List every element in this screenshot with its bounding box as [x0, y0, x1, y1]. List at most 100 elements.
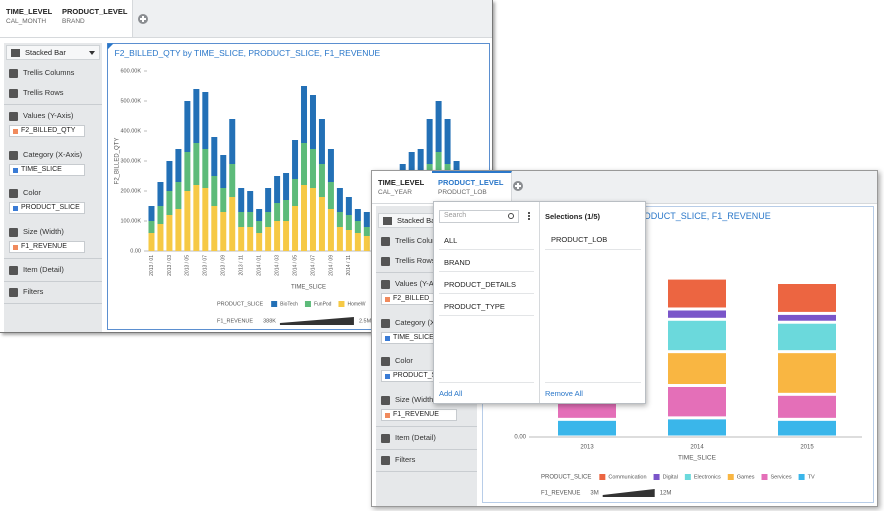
panel-row[interactable]: Trellis Columns: [395, 236, 447, 245]
chart-type: Stacked Bar: [397, 216, 438, 225]
column-divider: [539, 202, 540, 403]
add-all-link[interactable]: Add All: [439, 389, 463, 398]
icon: [381, 237, 390, 246]
add-tab-button[interactable]: [138, 14, 148, 24]
selected-level[interactable]: PRODUCT_LOB: [551, 235, 608, 244]
bar-segment: [274, 203, 281, 221]
panel-row[interactable]: Trellis Rows: [395, 256, 436, 265]
section-label[interactable]: Category (X-Axis): [395, 318, 455, 327]
dropdown-arrow: [89, 51, 95, 55]
separator: [439, 293, 534, 294]
size-legend-title: F1_REVENUE: [541, 491, 580, 497]
bar-segment: [256, 209, 263, 221]
bar-segment: [175, 182, 182, 209]
icon: [9, 266, 18, 275]
icon: [13, 129, 18, 134]
section-label[interactable]: Size (Width): [23, 227, 64, 236]
corner-marker: [107, 43, 114, 50]
bar-segment: [166, 191, 173, 215]
menu-dot: [528, 218, 530, 220]
bar-segment: [220, 155, 227, 188]
icon: [11, 49, 20, 57]
bar-segment: [265, 227, 272, 251]
icon: [385, 413, 390, 418]
field-chip[interactable]: F2_BILLED_QTY: [9, 125, 85, 137]
bar-segment: [256, 233, 263, 251]
bar-segment: [283, 173, 290, 200]
bar-segment: [354, 209, 361, 221]
x-tick-label: 2014: [690, 445, 704, 451]
bar-segment: [211, 176, 218, 206]
panel-row[interactable]: Filters: [395, 455, 416, 464]
section-label[interactable]: Values (Y-Axis): [23, 111, 74, 120]
level-option[interactable]: BRAND: [444, 258, 471, 267]
icon: [142, 16, 144, 22]
legend-swatch: [684, 474, 691, 480]
x-tick-label: 2014 / 09: [328, 255, 334, 276]
separator: [545, 382, 641, 383]
legend-swatch: [599, 474, 606, 480]
tab-subtitle: CAL_YEAR: [378, 189, 412, 196]
bar-segment: [148, 206, 155, 221]
field-name: TIME_SLICE: [393, 334, 434, 341]
panel-row[interactable]: Item (Detail): [395, 433, 436, 442]
bar-segment: [668, 419, 726, 436]
icon: [385, 374, 390, 379]
bar-segment: [256, 221, 263, 233]
icon: [385, 336, 390, 341]
section-label[interactable]: Color: [23, 188, 41, 197]
bar-segment: [238, 212, 245, 227]
field-chip[interactable]: PRODUCT_SLICE: [9, 202, 85, 214]
bar-segment: [668, 353, 726, 384]
tab[interactable]: PRODUCT_LEVEL BRAND: [56, 0, 133, 37]
tab-title: PRODUCT_LEVEL: [62, 7, 128, 16]
bar-segment: [175, 209, 182, 251]
icon: [385, 297, 390, 302]
bar-segment: [354, 221, 361, 233]
separator: [4, 258, 102, 259]
add-tab-button[interactable]: [513, 181, 523, 191]
legend-label: Communication: [608, 474, 646, 480]
search-box[interactable]: Search: [439, 210, 519, 223]
size-legend-title: F1_REVENUE: [217, 318, 253, 324]
bar-segment: [558, 420, 616, 436]
field-chip[interactable]: TIME_SLICE: [9, 164, 85, 176]
x-tick-label: 2014 / 03: [274, 255, 280, 276]
bar-segment: [247, 227, 254, 251]
level-option[interactable]: PRODUCT_TYPE: [444, 302, 505, 311]
bar-segment: [193, 89, 200, 143]
chart-type: Stacked Bar: [25, 48, 66, 57]
level-option[interactable]: ALL: [444, 236, 458, 245]
legend-swatch: [761, 474, 768, 480]
bar-segment: [327, 209, 334, 251]
icon: [381, 456, 390, 465]
bar-segment: [220, 188, 227, 212]
level-option[interactable]: PRODUCT_DETAILS: [444, 280, 516, 289]
tab[interactable]: PRODUCT_LEVEL PRODUCT_LOB: [432, 171, 512, 203]
field-chip[interactable]: F1_REVENUE: [381, 409, 457, 421]
chart-type-select[interactable]: Stacked Bar: [6, 45, 100, 60]
legend-label: FunPod: [314, 301, 332, 307]
bar-segment: [318, 119, 325, 164]
legend-label: BioTech: [280, 301, 298, 307]
section-label[interactable]: Color: [395, 356, 413, 365]
section-label[interactable]: Values (Y-Axis): [395, 279, 446, 288]
panel-row[interactable]: Filters: [23, 287, 44, 296]
panel-row[interactable]: Trellis Rows: [23, 88, 64, 97]
panel-row[interactable]: Trellis Columns: [23, 68, 75, 77]
bar-segment: [166, 161, 173, 191]
section-label[interactable]: Size (Width): [395, 395, 436, 404]
bar-segment: [309, 95, 316, 149]
legend-swatch: [653, 474, 660, 480]
panel-row[interactable]: Item (Detail): [23, 265, 64, 274]
icon: [9, 288, 18, 297]
bar-segment: [148, 233, 155, 251]
remove-all-link[interactable]: Remove All: [545, 389, 583, 398]
bar-segment: [318, 197, 325, 251]
tab[interactable]: TIME_LEVEL CAL_YEAR: [372, 171, 433, 203]
bar-segment: [202, 149, 209, 188]
field-chip[interactable]: F1_REVENUE: [9, 241, 85, 253]
bar-segment: [274, 221, 281, 251]
section-label[interactable]: Category (X-Axis): [23, 150, 83, 159]
